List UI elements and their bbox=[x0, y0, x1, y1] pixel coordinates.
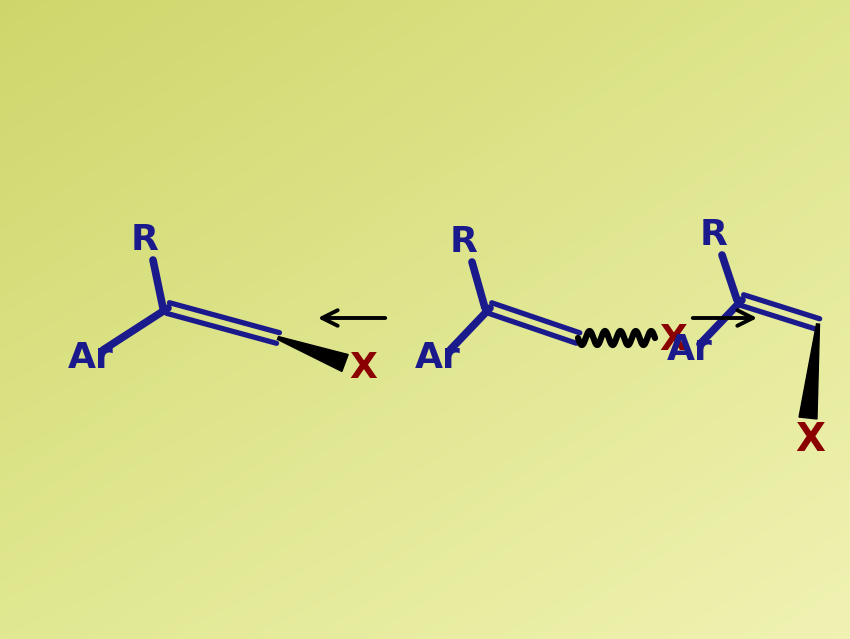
Text: X: X bbox=[659, 323, 687, 357]
Polygon shape bbox=[799, 324, 819, 419]
Text: R: R bbox=[450, 225, 478, 259]
Text: Ar: Ar bbox=[667, 333, 713, 367]
Text: X: X bbox=[349, 351, 377, 385]
Text: Ar: Ar bbox=[68, 341, 114, 375]
Text: R: R bbox=[700, 218, 728, 252]
Text: R: R bbox=[131, 223, 159, 257]
Text: Ar: Ar bbox=[415, 341, 461, 375]
Text: X: X bbox=[795, 421, 825, 459]
Polygon shape bbox=[277, 337, 348, 371]
